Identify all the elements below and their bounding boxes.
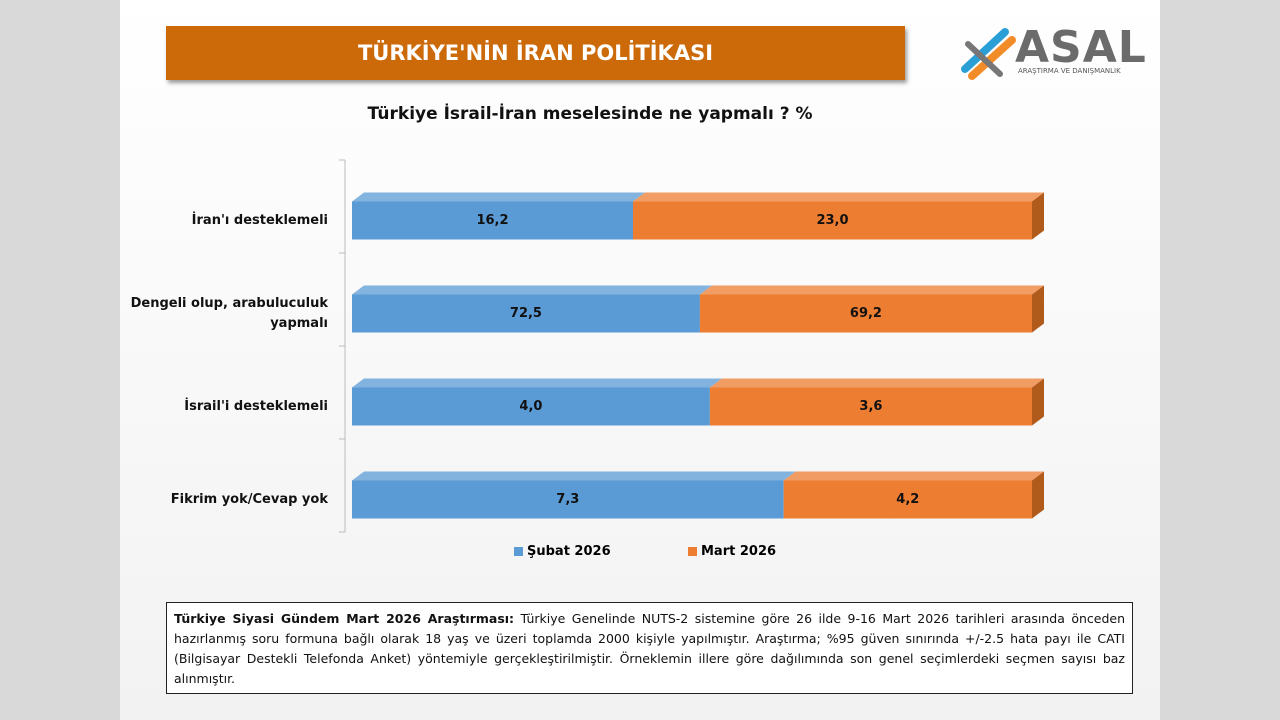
legend-item: Şubat 2026: [514, 544, 611, 559]
bar-top: [352, 285, 712, 295]
bar-top: [352, 378, 722, 388]
bar-side: [1032, 471, 1044, 519]
legend-swatch: [688, 547, 697, 556]
bar: [699, 294, 1032, 333]
bar-top: [352, 192, 646, 202]
value-label: 3,6: [859, 399, 882, 414]
bar-top: [709, 378, 1044, 388]
value-label: 69,2: [850, 306, 882, 321]
y-tick-label: Fikrim yok/Cevap yok: [170, 491, 328, 507]
bar: [352, 480, 784, 519]
logo-icon: [961, 28, 1016, 80]
logo-name: ASAL: [1015, 22, 1147, 73]
logo-tagline: ARAŞTIRMA VE DANIŞMANLIK: [1018, 67, 1121, 75]
header-title: TÜRKİYE'NİN İRAN POLİTİKASI: [166, 26, 905, 80]
bar: [352, 201, 634, 240]
bar: [633, 201, 1032, 240]
chart-title: Türkiye İsrail-İran meselesinde ne yapma…: [367, 104, 813, 124]
value-label: 16,2: [476, 213, 508, 228]
y-tick-label: İran'ı desteklemeli: [191, 212, 328, 228]
bar: [352, 294, 700, 333]
value-label: 7,3: [556, 492, 579, 507]
bar-top: [783, 471, 1044, 481]
bar-side: [1032, 378, 1044, 426]
note-text: Türkiye Genelinde NUTS-2 sistemine göre …: [174, 611, 1125, 686]
value-label: 4,0: [519, 399, 542, 414]
bar: [352, 387, 710, 426]
bar-side: [1032, 192, 1044, 240]
bar-top: [699, 285, 1044, 295]
bar-side: [1032, 285, 1044, 333]
bar-top: [633, 192, 1044, 202]
y-tick-label: İsrail'i desteklemeli: [184, 398, 328, 414]
legend-swatch: [514, 547, 523, 556]
note-lead: Türkiye Siyasi Gündem Mart 2026 Araştırm…: [174, 611, 515, 626]
value-label: 72,5: [510, 306, 542, 321]
legend-label: Mart 2026: [701, 544, 777, 559]
value-label: 4,2: [896, 492, 919, 507]
legend-item: Mart 2026: [688, 544, 776, 559]
bar: [709, 387, 1032, 426]
value-label: 23,0: [816, 213, 848, 228]
bar: [783, 480, 1032, 519]
panel: [120, 0, 1160, 720]
bar-top: [352, 471, 796, 481]
legend-label: Şubat 2026: [527, 544, 611, 559]
note: Türkiye Siyasi Gündem Mart 2026 Araştırm…: [166, 602, 1133, 694]
y-tick-label: Dengeli olup, arabuluculuk yapmalı: [130, 295, 328, 331]
